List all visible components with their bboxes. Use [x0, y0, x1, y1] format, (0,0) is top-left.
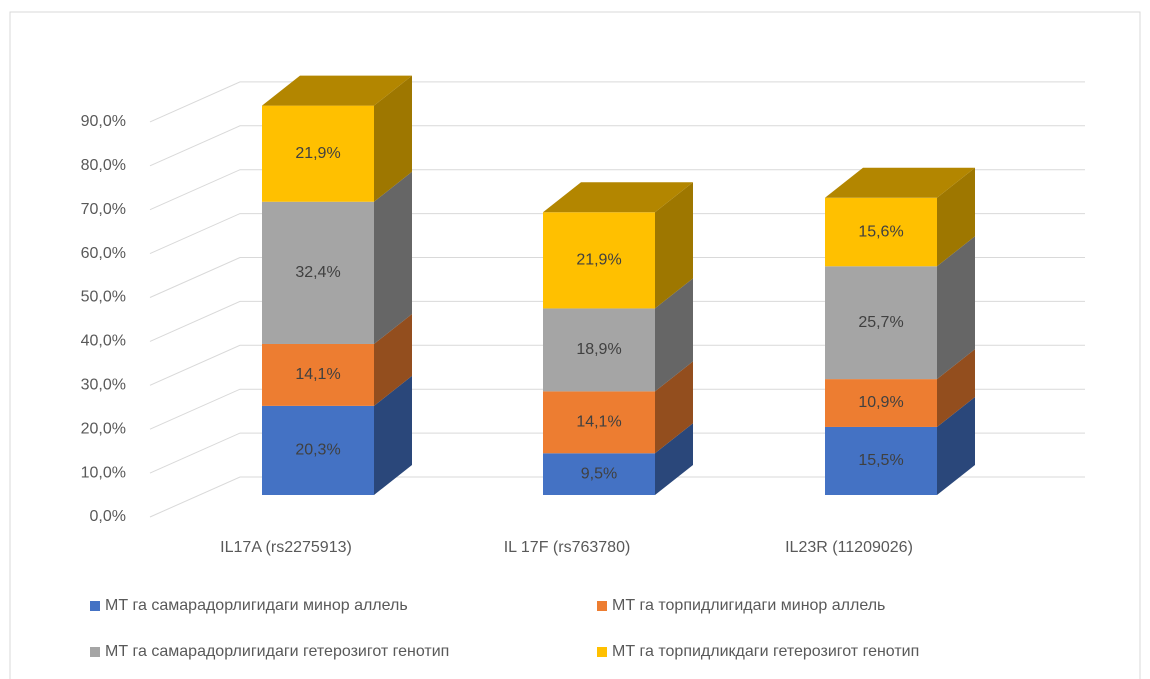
bar-side: [655, 361, 693, 454]
bar-front: [262, 405, 374, 495]
bar-side: [655, 182, 693, 309]
chart-border: [9, 11, 1141, 679]
legend-swatch: [597, 647, 607, 657]
bar-front: [825, 426, 937, 495]
value-label: 10,9%: [858, 394, 903, 411]
bar-top: [825, 167, 975, 198]
bar-side: [374, 375, 412, 495]
bar-side: [937, 349, 975, 427]
x-tick-label: IL17A (rs2275913): [220, 539, 352, 556]
bar-front: [543, 453, 655, 495]
y-tick-label: 90,0%: [81, 113, 126, 130]
value-label: 15,5%: [858, 452, 903, 469]
bar-side: [374, 171, 412, 344]
legend-label: МТ га самарадорлигидаги гетерозигот гено…: [105, 643, 449, 660]
value-label: 14,1%: [295, 366, 340, 383]
bar-side: [937, 236, 975, 380]
y-tick-label: 30,0%: [81, 377, 126, 394]
value-label: 9,5%: [581, 465, 617, 482]
y-tick-label: 20,0%: [81, 420, 126, 437]
y-tick-label: 60,0%: [81, 245, 126, 262]
bar-front: [543, 308, 655, 392]
bar-front: [825, 197, 937, 267]
grid-line: [149, 476, 1085, 518]
bar-top: [262, 75, 412, 106]
bar-front: [543, 212, 655, 309]
bar-front: [262, 105, 374, 202]
y-tick-label: 10,0%: [81, 464, 126, 481]
y-tick-label: 0,0%: [90, 508, 126, 525]
bar-top: [543, 182, 693, 213]
legend-label: МТ га торпидлигидаги минор аллель: [612, 597, 885, 614]
value-label: 20,3%: [295, 442, 340, 459]
y-tick-label: 80,0%: [81, 157, 126, 174]
bar-front: [262, 343, 374, 406]
y-tick-label: 70,0%: [81, 201, 126, 218]
bar-side: [937, 167, 975, 267]
bar-side: [655, 423, 693, 495]
legend-swatch: [90, 601, 100, 611]
grid-line: [149, 300, 1085, 342]
value-label: 32,4%: [295, 264, 340, 281]
y-tick-label: 40,0%: [81, 333, 126, 350]
value-label: 15,6%: [858, 223, 903, 240]
grid-line: [149, 125, 1085, 167]
bar-front: [543, 391, 655, 454]
value-label: 21,9%: [295, 145, 340, 162]
bar-front: [825, 266, 937, 380]
legend-swatch: [90, 647, 100, 657]
grid-line: [149, 257, 1085, 298]
value-label: 21,9%: [576, 252, 621, 269]
bar-side: [937, 396, 975, 495]
value-label: 25,7%: [858, 314, 903, 331]
grid-line: [149, 388, 1085, 430]
x-tick-label: IL 17F (rs763780): [504, 539, 631, 556]
legend-label: МТ га торпидликдаги гетерозигот генотип: [612, 643, 919, 660]
grid-line: [149, 169, 1085, 211]
bar-side: [374, 75, 412, 202]
legend-label: МТ га самарадорлигидаги минор аллель: [105, 597, 408, 614]
value-label: 14,1%: [576, 414, 621, 431]
x-tick-label: IL23R (11209026): [785, 539, 913, 556]
legend-swatch: [597, 601, 607, 611]
bar-side: [374, 313, 412, 406]
grid-line: [149, 432, 1085, 474]
bar-side: [655, 278, 693, 392]
bar-front: [262, 201, 374, 344]
y-tick-label: 50,0%: [81, 289, 126, 306]
grid-line: [149, 344, 1085, 386]
grid-line: [149, 213, 1085, 255]
value-label: 18,9%: [576, 341, 621, 358]
grid-line: [149, 81, 1085, 123]
bar-front: [825, 379, 937, 427]
